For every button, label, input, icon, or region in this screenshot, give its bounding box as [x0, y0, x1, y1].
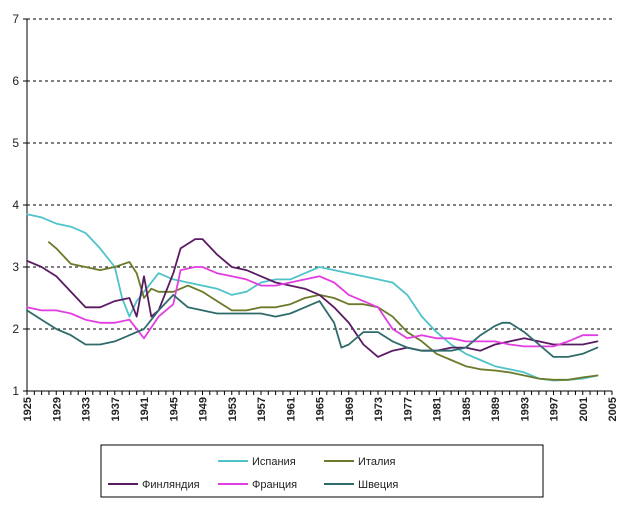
x-tick-label: 1949 [198, 397, 210, 421]
x-tick-label: 2001 [578, 397, 590, 421]
series-line-2 [26, 238, 599, 358]
x-tick-label: 1961 [285, 397, 297, 421]
y-tick-label: 4 [12, 198, 19, 212]
series-line-1 [48, 241, 599, 381]
x-tick-label: 1941 [139, 397, 151, 421]
legend-label: Италия [358, 456, 396, 468]
y-tick-label: 1 [12, 384, 19, 398]
x-tick-label: 1973 [373, 397, 385, 421]
x-tick-label: 1993 [519, 397, 531, 421]
x-tick-labels: 1925 1929 1933 1937 1941 1945 1949 1953 1957 1961… [22, 397, 619, 421]
x-tick-label: 1957 [256, 397, 268, 421]
y-tick-label: 6 [12, 74, 19, 88]
x-tick-label: 1953 [227, 397, 239, 421]
x-tick-label: 1945 [168, 397, 180, 421]
x-tick-label: 2005 [607, 397, 619, 421]
x-tick-label: 1977 [402, 397, 414, 421]
x-tick-label: 1985 [461, 397, 473, 421]
legend-label: Финляндия [142, 479, 200, 491]
legend: Испания Италия Финляндия Франция Швеция [100, 444, 544, 498]
x-tick-label: 1989 [490, 397, 502, 421]
series-line-0 [26, 213, 599, 382]
series-lines [26, 213, 599, 382]
y-tick-label: 2 [12, 322, 19, 336]
y-tick-labels: 1 2 3 4 5 6 7 [12, 12, 19, 398]
x-tick-label: 1981 [432, 397, 444, 421]
grid [27, 18, 612, 330]
legend-box [100, 444, 544, 498]
x-tick-label: 1929 [51, 397, 63, 421]
x-tick-label: 1965 [315, 397, 327, 421]
x-tick-label: 1937 [110, 397, 122, 421]
axes [23, 18, 613, 395]
x-tick-label: 1969 [344, 397, 356, 421]
legend-label: Франция [252, 479, 297, 491]
y-tick-label: 7 [12, 12, 19, 26]
y-tick-label: 3 [12, 260, 19, 274]
legend-label: Испания [252, 456, 296, 468]
x-tick-label: 1925 [22, 397, 34, 421]
x-tick-label: 1997 [549, 397, 561, 421]
y-tick-label: 5 [12, 136, 19, 150]
series-line-4 [26, 294, 599, 358]
x-tick-label: 1933 [81, 397, 93, 421]
legend-label: Швеция [358, 479, 398, 491]
series-line-3 [26, 266, 599, 348]
